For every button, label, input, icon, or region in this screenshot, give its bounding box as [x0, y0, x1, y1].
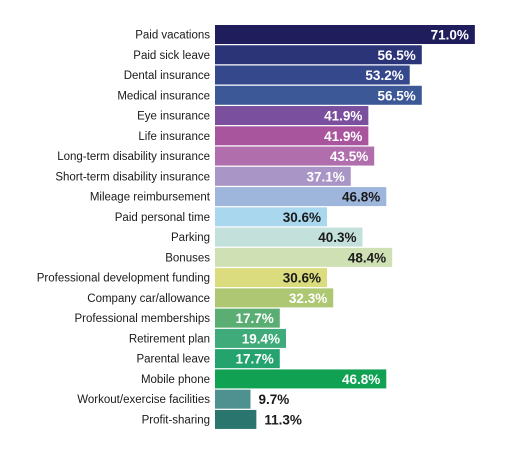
value-label: 53.2% [365, 68, 403, 83]
bar [215, 25, 475, 44]
value-label: 30.6% [283, 210, 321, 225]
bar-row: Mileage reimbursement 46.8% [90, 187, 387, 207]
bar [215, 45, 422, 65]
category-label: Dental insurance [124, 70, 210, 82]
bar-row: Profit-sharing 11.3% [142, 409, 302, 429]
bar-row: Dental insurance 53.2% [124, 65, 410, 85]
bar-row: Life insurance 41.9% [138, 126, 369, 146]
bar-row: Eye insurance 41.9% [137, 106, 369, 126]
value-label: 46.8% [342, 190, 380, 205]
category-label: Company car/allowance [87, 293, 210, 305]
bar [215, 389, 251, 409]
bar-row: Parental leave 17.7% [136, 349, 280, 369]
bar [215, 106, 369, 126]
bar-row: Long-term disability insurance 43.5% [57, 146, 375, 166]
bar [215, 85, 422, 105]
value-label: 56.5% [378, 48, 416, 63]
value-label: 9.7% [259, 392, 290, 407]
category-label: Mileage reimbursement [90, 192, 211, 204]
category-label: Parking [171, 232, 210, 244]
bar [215, 187, 387, 207]
bar [215, 349, 280, 369]
category-label: Mobile phone [141, 374, 210, 386]
category-label: Professional memberships [74, 313, 210, 325]
bar [215, 65, 410, 85]
category-label: Professional development funding [37, 273, 210, 285]
bar-row: Bonuses 48.4% [165, 247, 393, 267]
bar [215, 409, 257, 429]
bar-row: Parking 40.3% [171, 227, 363, 247]
category-label: Paid personal time [115, 212, 210, 224]
bar [215, 247, 393, 267]
bar [215, 268, 327, 288]
bar [215, 308, 280, 328]
category-label: Eye insurance [137, 111, 210, 123]
bar [215, 146, 375, 166]
value-label: 11.3% [264, 412, 302, 427]
value-label: 19.4% [242, 331, 280, 346]
bar-row: Mobile phone 46.8% [141, 369, 387, 389]
bar-row: Retirement plan 19.4% [129, 328, 287, 348]
value-label: 56.5% [378, 88, 416, 103]
value-label: 40.3% [318, 230, 356, 245]
value-label: 43.5% [330, 149, 368, 164]
bar-row: Short-term disability insurance 37.1% [55, 166, 351, 186]
category-label: Paid sick leave [133, 50, 210, 62]
category-label: Retirement plan [129, 333, 210, 345]
value-label: 37.1% [307, 169, 345, 184]
category-label: Bonuses [165, 252, 210, 264]
category-label: Short-term disability insurance [55, 171, 210, 183]
value-label: 41.9% [324, 109, 362, 124]
bar [215, 369, 387, 389]
bar [215, 227, 363, 247]
category-label: Long-term disability insurance [57, 151, 210, 163]
bar-row: Workout/exercise facilities 9.7% [77, 389, 290, 409]
bar-row: Paid personal time 30.6% [115, 207, 327, 227]
bar [215, 166, 351, 186]
value-label: 41.9% [324, 129, 362, 144]
bar [215, 126, 369, 146]
bar [215, 328, 287, 348]
category-label: Profit-sharing [142, 414, 210, 426]
value-label: 46.8% [342, 372, 380, 387]
bar-row: Paid sick leave 56.5% [133, 45, 422, 65]
bar-row: Medical insurance 56.5% [117, 85, 422, 105]
bar-row: Paid vacations 71.0% [135, 25, 475, 44]
value-label: 17.7% [236, 352, 274, 367]
value-label: 71.0% [431, 28, 469, 43]
value-label: 17.7% [236, 311, 274, 326]
bar-row: Company car/allowance 32.3% [87, 288, 334, 308]
value-label: 30.6% [283, 271, 321, 286]
value-label: 32.3% [289, 291, 327, 306]
category-label: Parental leave [136, 354, 210, 366]
category-label: Medical insurance [117, 90, 210, 102]
value-label: 48.4% [348, 250, 386, 265]
bar [215, 288, 334, 308]
bar-row: Professional development funding 30.6% [37, 268, 327, 288]
category-label: Paid vacations [135, 30, 210, 42]
bar [215, 207, 327, 227]
category-label: Life insurance [138, 131, 210, 143]
category-label: Workout/exercise facilities [77, 394, 210, 406]
bar-row: Professional memberships 17.7% [74, 308, 280, 328]
